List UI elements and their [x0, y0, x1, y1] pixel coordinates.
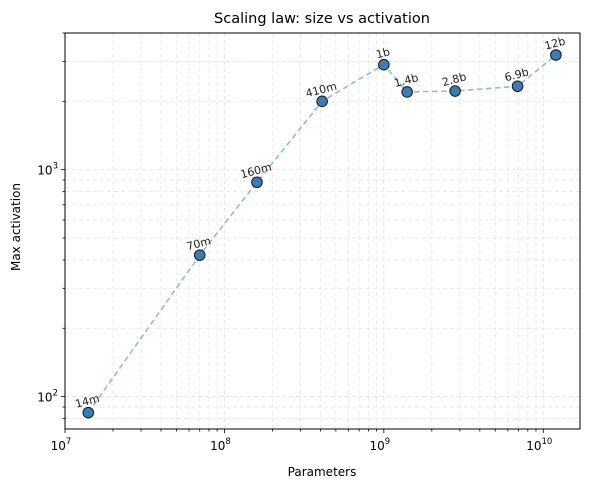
data-point: [449, 85, 461, 97]
x-tick-label: 108: [210, 437, 231, 453]
x-axis-label: Parameters: [288, 465, 357, 479]
point-label: 12b: [543, 35, 567, 53]
data-point: [511, 80, 524, 93]
y-tick-label: 103: [37, 162, 58, 178]
point-label: 1.4b: [393, 71, 420, 90]
data-point: [378, 58, 390, 71]
point-label: 6.9b: [503, 65, 530, 84]
point-label: 1b: [374, 45, 391, 61]
axis-ticks: 107 108 109 1010 102 103: [37, 32, 552, 453]
point-label: 2.8b: [441, 70, 468, 89]
x-tick-label: 107: [51, 437, 72, 453]
data-point: [401, 86, 413, 98]
point-label: 14m: [74, 392, 101, 411]
chart-title: Scaling law: size vs activation: [214, 11, 430, 27]
data-point: [550, 49, 562, 61]
series-line: [87, 54, 557, 414]
data-points: [82, 49, 562, 419]
series-line-group: [87, 54, 557, 414]
data-point: [316, 95, 328, 108]
data-point: [251, 176, 263, 189]
data-point: [193, 249, 206, 261]
data-point: [82, 406, 95, 419]
y-tick-label: 102: [37, 389, 58, 405]
point-label: 70m: [185, 234, 212, 253]
x-tick-label: 1010: [526, 437, 552, 453]
y-axis-label: Max activation: [9, 183, 23, 271]
plot-frame: [64, 32, 581, 430]
x-tick-label: 109: [369, 437, 390, 453]
